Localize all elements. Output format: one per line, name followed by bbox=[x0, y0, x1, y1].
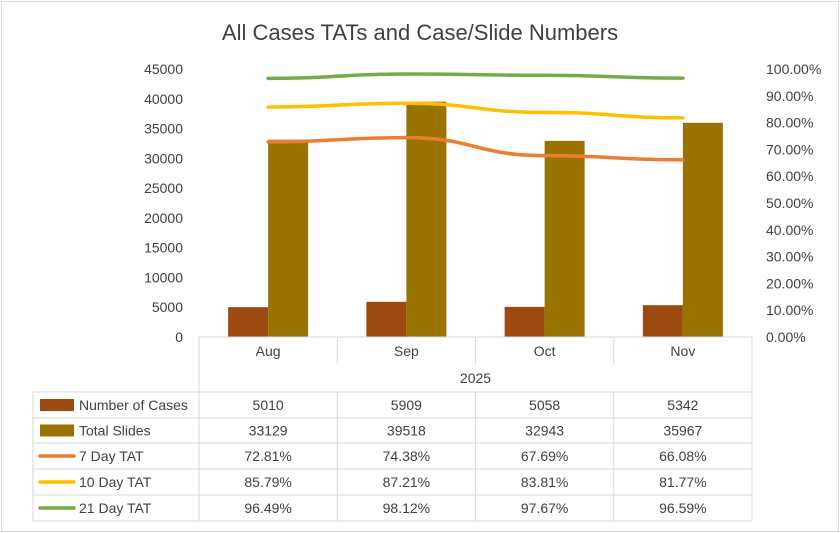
legend-label: 10 Day TAT bbox=[79, 474, 152, 490]
left-axis-tick-label: 15000 bbox=[144, 240, 183, 256]
table-cell-value: 32943 bbox=[525, 423, 564, 439]
right-axis-tick-label: 10.00% bbox=[766, 302, 813, 318]
table-cell-value: 72.81% bbox=[244, 448, 291, 464]
bar-total-slides bbox=[544, 140, 585, 337]
right-axis-tick-label: 50.00% bbox=[766, 195, 813, 211]
left-axis-tick-label: 20000 bbox=[144, 210, 183, 226]
right-axis-tick-label: 20.00% bbox=[766, 275, 813, 291]
category-label: Sep bbox=[394, 343, 419, 359]
table-cell-value: 83.81% bbox=[521, 474, 568, 490]
category-group-label: 2025 bbox=[460, 370, 491, 386]
table-cell-value: 97.67% bbox=[521, 500, 568, 516]
chart-title: All Cases TATs and Case/Slide Numbers bbox=[222, 20, 618, 45]
table-cell-value: 74.38% bbox=[383, 448, 430, 464]
right-axis-tick-label: 80.00% bbox=[766, 115, 813, 131]
table-cell-value: 66.08% bbox=[659, 448, 706, 464]
right-axis-tick-label: 60.00% bbox=[766, 168, 813, 184]
legend-label: 7 Day TAT bbox=[79, 448, 144, 464]
bar-total-slides bbox=[268, 139, 309, 337]
table-cell-value: 33129 bbox=[249, 423, 288, 439]
left-axis-tick-label: 40000 bbox=[144, 91, 183, 107]
left-axis-tick-label: 5000 bbox=[152, 299, 183, 315]
legend-label: 21 Day TAT bbox=[79, 500, 152, 516]
left-axis-tick-label: 25000 bbox=[144, 180, 183, 196]
table-cell-value: 96.59% bbox=[659, 500, 706, 516]
legend-label: Total Slides bbox=[79, 423, 151, 439]
table-cell-value: 81.77% bbox=[659, 474, 706, 490]
category-label: Nov bbox=[670, 343, 695, 359]
category-label: Oct bbox=[534, 343, 556, 359]
bar-total-slides bbox=[682, 122, 723, 337]
line-21-day-tat bbox=[266, 72, 685, 81]
line-7-day-tat bbox=[266, 135, 685, 162]
left-axis-tick-label: 30000 bbox=[144, 150, 183, 166]
bar-number-of-cases bbox=[228, 307, 269, 337]
table-cell-value: 5342 bbox=[667, 397, 698, 413]
table-cell-value: 5058 bbox=[529, 397, 560, 413]
legend-key bbox=[40, 424, 74, 437]
bar-number-of-cases bbox=[366, 301, 407, 337]
right-axis-tick-label: 0.00% bbox=[766, 329, 806, 345]
table-cell-value: 87.21% bbox=[383, 474, 430, 490]
line-10-day-tat bbox=[266, 101, 685, 120]
right-axis-tick-label: 30.00% bbox=[766, 249, 813, 265]
right-axis-tick-label: 90.00% bbox=[766, 88, 813, 104]
table-cell-value: 98.12% bbox=[383, 500, 430, 516]
table-cell-value: 5909 bbox=[391, 397, 422, 413]
left-axis-tick-label: 10000 bbox=[144, 269, 183, 285]
right-axis-tick-label: 40.00% bbox=[766, 222, 813, 238]
legend-label: Number of Cases bbox=[79, 397, 188, 413]
table-cell-value: 5010 bbox=[253, 397, 284, 413]
right-axis-tick-label: 100.00% bbox=[766, 61, 821, 77]
legend-key bbox=[40, 399, 74, 411]
category-label: Aug bbox=[256, 343, 281, 359]
table-cell-value: 96.49% bbox=[244, 500, 291, 516]
right-axis-tick-label: 70.00% bbox=[766, 141, 813, 157]
table-cell-value: 85.79% bbox=[244, 474, 291, 490]
table-cell-value: 39518 bbox=[387, 423, 426, 439]
left-axis-tick-label: 45000 bbox=[144, 61, 183, 77]
left-axis-tick-label: 35000 bbox=[144, 121, 183, 137]
table-cell-value: 67.69% bbox=[521, 448, 568, 464]
bar-number-of-cases bbox=[642, 305, 683, 337]
bar-number-of-cases bbox=[504, 306, 545, 337]
table-cell-value: 35967 bbox=[663, 423, 702, 439]
left-axis-tick-label: 0 bbox=[175, 329, 183, 345]
